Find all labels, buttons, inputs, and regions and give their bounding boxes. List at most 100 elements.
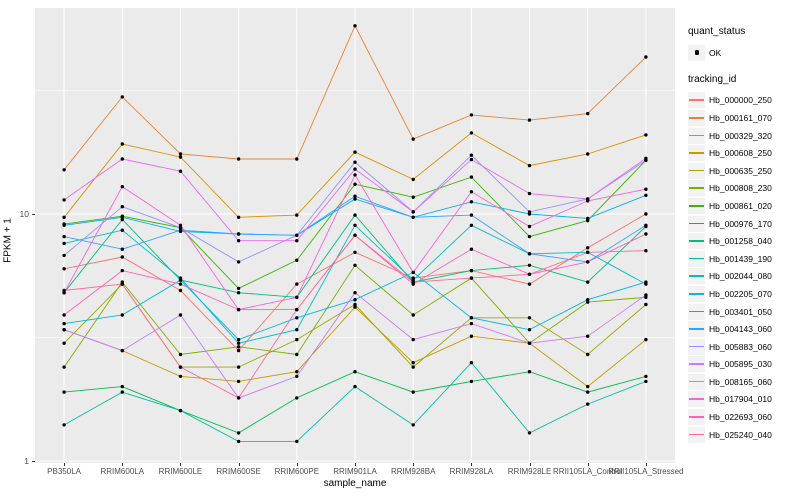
data-point: [120, 185, 125, 189]
legend-line-key-icon: [688, 409, 705, 426]
x-tick-label: RRIM928BA: [390, 467, 436, 476]
data-point: [62, 198, 66, 202]
data-point: [586, 280, 590, 284]
x-tick-label: PB350LA: [47, 467, 81, 476]
data-point: [527, 282, 532, 286]
data-point: [120, 205, 125, 209]
data-point: [469, 113, 474, 117]
legend-item-Hb_000635_250: Hb_000635_250: [688, 162, 772, 180]
data-point: [353, 194, 357, 198]
data-point: [236, 232, 241, 236]
data-point: [586, 199, 590, 203]
data-point: [586, 111, 590, 116]
legend-line-key-icon: [688, 127, 705, 144]
data-point: [527, 224, 532, 229]
data-point: [469, 276, 474, 280]
legend-item-label: Hb_000808_230: [709, 183, 772, 194]
data-point: [178, 374, 183, 379]
legend-line-key-icon: [688, 215, 705, 232]
legend-item-Hb_000976_170: Hb_000976_170: [688, 215, 772, 233]
data-point: [586, 384, 590, 389]
data-point: [295, 370, 299, 374]
data-point: [411, 423, 415, 427]
data-point: [62, 341, 66, 345]
legend-quant-status-title: quant_status: [688, 26, 746, 37]
data-point: [353, 150, 357, 154]
data-point: [469, 190, 474, 194]
data-point: [236, 157, 241, 161]
x-tick-mark: [471, 463, 473, 466]
data-point: [62, 223, 66, 227]
data-point: [586, 250, 590, 254]
legend-item-Hb_005883_060: Hb_005883_060: [688, 338, 772, 356]
data-point: [469, 247, 474, 251]
data-point: [644, 302, 648, 307]
legend-item-Hb_000161_070: Hb_000161_070: [688, 109, 772, 127]
data-point: [236, 379, 241, 384]
data-point: [411, 280, 415, 284]
x-tick-mark: [122, 463, 124, 466]
legend-item-label: Hb_008165_060: [709, 376, 772, 387]
data-point: [236, 307, 241, 312]
data-point: [586, 390, 590, 394]
data-point: [411, 215, 415, 219]
data-point: [644, 337, 648, 342]
data-point: [469, 131, 474, 135]
legend-item-Hb_002044_080: Hb_002044_080: [688, 268, 772, 286]
legend-line-key-icon: [688, 92, 705, 109]
x-tick-mark: [355, 463, 356, 466]
data-point: [178, 228, 183, 232]
legend-line-key-icon: [688, 162, 705, 179]
data-point: [295, 374, 299, 379]
data-point: [527, 234, 532, 239]
legend-item-Hb_008165_060: Hb_008165_060: [688, 373, 772, 391]
x-tick-label: RRII105LA_Stressed: [608, 467, 684, 476]
y-tick-mark: [32, 214, 35, 215]
data-point: [178, 155, 183, 159]
legend-line-key-icon: [688, 145, 705, 162]
data-point: [586, 352, 590, 357]
legend-item-label: Hb_022693_060: [709, 412, 772, 423]
data-point: [353, 173, 357, 177]
data-point: [120, 390, 125, 394]
x-tick-label: RRIM600LA: [100, 467, 145, 476]
data-point: [527, 316, 532, 320]
data-point: [469, 175, 474, 179]
data-point: [644, 293, 648, 297]
data-point: [527, 341, 532, 345]
data-point: [353, 182, 357, 186]
data-point: [353, 291, 357, 295]
data-point: [236, 337, 241, 342]
data-point: [236, 396, 241, 400]
data-point: [120, 268, 125, 273]
data-point: [527, 163, 532, 168]
data-point: [178, 408, 183, 413]
legend-line-key-icon: [688, 233, 705, 250]
data-point: [62, 328, 66, 332]
data-point: [353, 263, 357, 267]
data-point: [236, 365, 241, 369]
data-point: [644, 223, 648, 227]
data-point: [236, 345, 241, 349]
legend-item-label: Hb_001439_190: [709, 253, 772, 264]
data-point: [178, 313, 183, 317]
data-point: [353, 223, 357, 227]
legend-line-key-icon: [688, 285, 705, 302]
data-point: [120, 313, 125, 317]
data-point: [62, 215, 66, 219]
ok-key: [688, 44, 705, 61]
data-point: [120, 215, 125, 219]
data-point: [62, 253, 66, 258]
data-point: [236, 239, 241, 243]
data-point: [411, 210, 415, 214]
data-point: [411, 177, 415, 182]
data-point: [644, 249, 648, 253]
x-tick-label: RRIM928LA: [449, 467, 494, 476]
legend-line-key-icon: [688, 109, 705, 126]
legend-item-label: Hb_005895_030: [709, 359, 772, 370]
data-point: [586, 260, 590, 264]
data-point: [411, 137, 415, 141]
data-point: [527, 118, 532, 122]
data-point: [411, 390, 415, 394]
